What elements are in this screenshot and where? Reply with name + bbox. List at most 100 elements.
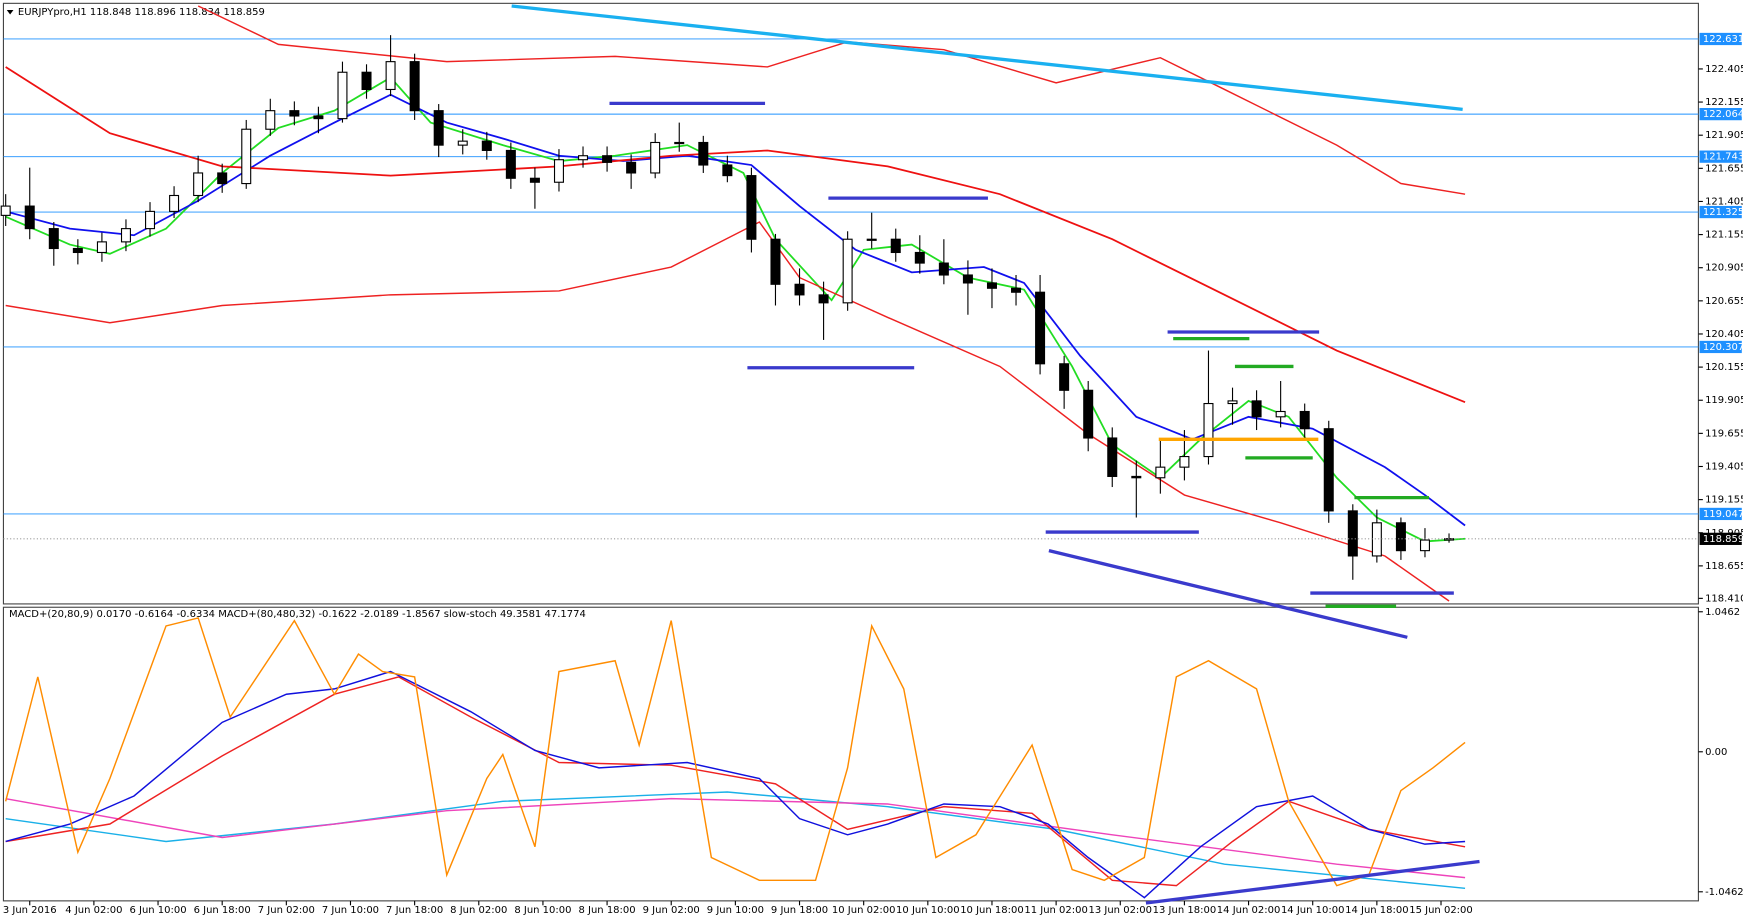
- candle-body: [1203, 402, 1214, 458]
- candle-body: [48, 228, 59, 250]
- candle-body: [505, 149, 516, 179]
- y-tick-label: 120.905: [1705, 263, 1743, 274]
- candle-body: [578, 155, 589, 161]
- y-tick-label: 120.155: [1705, 362, 1743, 373]
- level-label-box: [1699, 507, 1742, 521]
- y-tick-label: 118.410: [1705, 593, 1743, 604]
- candle-body: [24, 205, 35, 230]
- candle-body: [1323, 428, 1334, 512]
- trend-segment: [511, 4, 1463, 112]
- candle-body: [289, 110, 300, 117]
- candle-body: [1035, 291, 1046, 365]
- candle-body: [986, 282, 997, 289]
- indicator-line: [4, 617, 1466, 887]
- candle-body: [409, 61, 420, 112]
- x-tick-label: 6 Jun 18:00: [194, 905, 251, 916]
- candle-body: [674, 141, 685, 145]
- x-tick-label: 14 Jun 18:00: [1345, 905, 1409, 916]
- last-price-box: [1699, 532, 1742, 545]
- y-tick-label: 118.655: [1705, 561, 1743, 572]
- x-tick-label: 13 Jun 18:00: [1153, 905, 1217, 916]
- x-tick-label: 8 Jun 10:00: [514, 905, 571, 916]
- indicator-line: [5, 93, 1466, 527]
- x-tick-label: 8 Jun 18:00: [578, 905, 635, 916]
- x-tick-label: 8 Jun 02:00: [450, 905, 507, 916]
- x-tick-label: 9 Jun 18:00: [771, 905, 828, 916]
- y-tick-label: 119.405: [1705, 461, 1743, 472]
- last-price-label: 118.859: [1703, 534, 1743, 545]
- y-tick-label: 121.405: [1705, 196, 1743, 207]
- candle-body: [265, 110, 276, 130]
- x-tick-label: 13 Jun 02:00: [1089, 905, 1153, 916]
- candle-body: [890, 238, 901, 254]
- level-label: 121.743: [1703, 152, 1743, 163]
- x-tick-label: 14 Jun 10:00: [1281, 905, 1345, 916]
- candle-body: [96, 241, 107, 254]
- x-tick-label: 15 Jun 02:00: [1409, 905, 1473, 916]
- candle-body: [553, 159, 564, 183]
- candle-body: [217, 172, 228, 185]
- indicator-line: [5, 797, 1466, 879]
- x-tick-label: 10 Jun 10:00: [896, 905, 960, 916]
- candle-body: [313, 115, 324, 120]
- candle-body: [385, 61, 396, 91]
- candle-body: [770, 238, 781, 285]
- candle-body: [1011, 287, 1022, 293]
- candle-body: [193, 172, 204, 197]
- price-plot: 122.405 122.155 121.905 121.655 121.405 121.1…: [0, 4, 1743, 639]
- candle-body: [1371, 522, 1382, 557]
- y-tick-label: 121.655: [1705, 163, 1743, 174]
- candle-body: [1083, 389, 1094, 439]
- level-label: 121.325: [1703, 207, 1743, 218]
- candle-body: [0, 205, 11, 216]
- candle-body: [1059, 363, 1070, 391]
- candle-body: [938, 262, 949, 276]
- level-label-box: [1699, 32, 1742, 46]
- candle-body: [1227, 400, 1238, 405]
- candle-body: [433, 110, 444, 146]
- level-label: 122.064: [1703, 109, 1743, 120]
- y-tick-label: 120.655: [1705, 296, 1743, 307]
- y-tick-label: 120.405: [1705, 329, 1743, 340]
- candle-body: [914, 251, 925, 264]
- x-tick-label: 10 Jun 18:00: [960, 905, 1024, 916]
- level-label: 122.631: [1703, 34, 1743, 45]
- candle-body: [1419, 539, 1430, 552]
- candle-body: [457, 140, 468, 146]
- candle-body: [1155, 466, 1166, 479]
- x-tick-label: 3 Jun 2016: [3, 905, 57, 916]
- candle-body: [145, 210, 156, 230]
- level-label: 120.307: [1703, 342, 1743, 353]
- y-tick-label: 119.155: [1705, 495, 1743, 506]
- candle-body: [169, 194, 180, 212]
- y-tick-label: 0.00: [1705, 747, 1727, 758]
- candle-body: [962, 274, 973, 284]
- candle-body: [241, 128, 252, 185]
- candle-body: [72, 247, 83, 254]
- candle-body: [481, 140, 492, 151]
- candle-body: [1395, 522, 1406, 552]
- candle-body: [722, 164, 733, 177]
- menu-arrow[interactable]: [6, 10, 14, 15]
- y-tick-label: 1.0462: [1705, 607, 1740, 618]
- candle-body: [818, 294, 829, 304]
- x-tick-label: 7 Jun 10:00: [322, 905, 379, 916]
- y-tick-label: 119.905: [1705, 395, 1743, 406]
- candle-body: [337, 71, 348, 120]
- candle-body: [1251, 400, 1262, 418]
- indicator-plot: 1.0462 0.00 -1.0462 3 Jun 2016 4 Jun 02:00 6 …: [3, 607, 1743, 916]
- indicator-line: [5, 791, 1466, 890]
- y-tick-label: -1.0462: [1705, 887, 1743, 898]
- candle-body: [866, 238, 877, 241]
- price-pane: [2, 2, 1699, 605]
- level-label-box: [1699, 108, 1742, 121]
- y-tick-label: 119.655: [1705, 428, 1743, 439]
- y-tick-label: 121.905: [1705, 130, 1743, 141]
- x-tick-label: 11 Jun 02:00: [1024, 905, 1088, 916]
- candle-body: [626, 161, 637, 174]
- x-tick-label: 14 Jun 02:00: [1217, 905, 1281, 916]
- x-tick-label: 7 Jun 02:00: [258, 905, 315, 916]
- indicator-line: [5, 670, 1466, 899]
- y-tick-label: 122.405: [1705, 64, 1743, 75]
